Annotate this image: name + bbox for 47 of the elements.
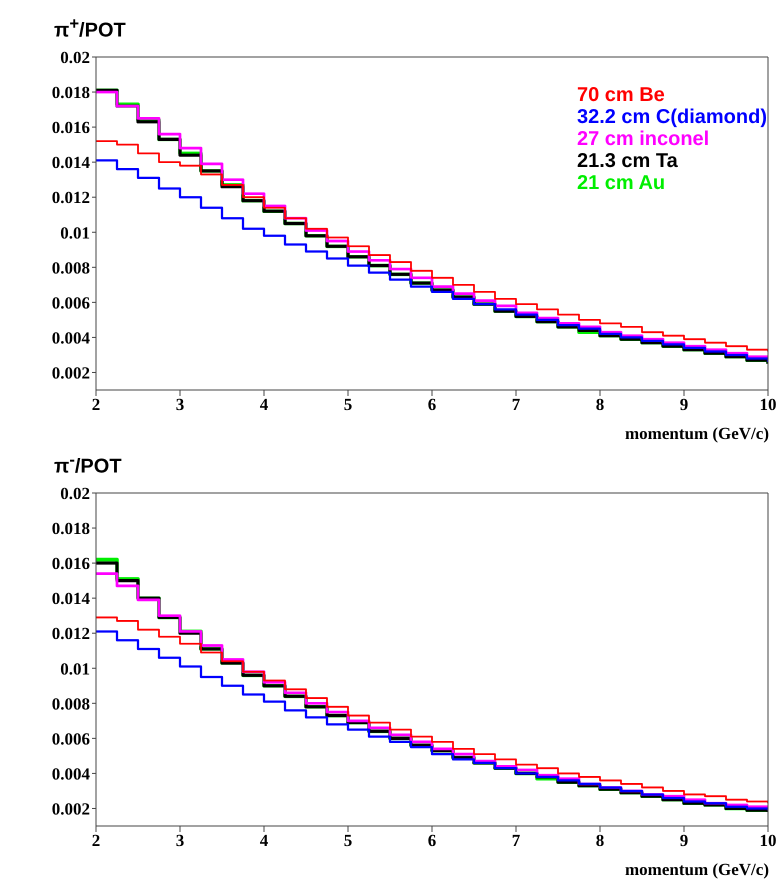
x-tick-label: 5 (344, 395, 352, 414)
x-tick-label: 4 (260, 395, 269, 414)
x-tick-label: 9 (680, 831, 688, 850)
x-tick-label: 8 (596, 831, 604, 850)
y-tick-label: 0.02 (60, 484, 90, 504)
y-tick-label: 0.018 (52, 83, 90, 102)
y-tick-label: 0.01 (60, 223, 90, 242)
text: 70 cm Be (576, 84, 666, 106)
y-tick-label: 0.014 (52, 589, 90, 608)
x-tick-label: 3 (176, 831, 184, 850)
x-tick-label: 7 (512, 831, 521, 850)
x-axis-title: momentum (GeV/c) (625, 860, 769, 880)
y-tick-label: 0.016 (52, 554, 90, 574)
y-tick-label: 0.006 (52, 293, 90, 312)
y-tick-label: 0.012 (52, 624, 90, 644)
x-tick-label: 6 (428, 831, 436, 850)
y-axis-title: π$^{+}$/POT (54, 14, 126, 43)
y-tick-label: 0.01 (60, 659, 90, 678)
x-tick-label: 10 (760, 395, 776, 414)
y-tick-label: 0.008 (52, 258, 90, 278)
y-tick-label: 0.018 (52, 519, 90, 538)
y-tick-label: 0.002 (52, 364, 90, 383)
x-tick-label: 10 (760, 831, 776, 850)
x-tick-label: 3 (176, 395, 184, 414)
x-tick-label: 4 (260, 831, 269, 850)
y-tick-label: 0.008 (52, 694, 90, 714)
x-tick-label: 7 (512, 395, 521, 414)
y-tick-label: 0.004 (52, 328, 90, 348)
y-tick-label: 0.012 (52, 188, 90, 208)
y-tick-label: 0.006 (52, 729, 90, 748)
y-axis-title: π$^{-}$/POT (54, 450, 122, 479)
x-tick-label: 5 (344, 831, 352, 850)
y-tick-label: 0.016 (52, 118, 90, 138)
x-tick-label: 8 (596, 395, 604, 414)
x-tick-label: 9 (680, 395, 688, 414)
y-tick-label: 0.002 (52, 800, 90, 819)
x-tick-label: 6 (428, 395, 436, 414)
x-tick-label: 2 (92, 395, 100, 414)
text: 27 cm inconel (576, 128, 710, 150)
y-tick-label: 0.004 (52, 764, 90, 784)
y-tick-label: 0.014 (52, 153, 90, 172)
text: 21 cm Au (576, 172, 666, 194)
x-axis-title: momentum (GeV/c) (625, 424, 769, 444)
y-tick-label: 0.02 (60, 48, 90, 68)
text: 32.2 cm C(diamond) (576, 106, 767, 128)
text: 21.3 cm Ta (576, 150, 679, 172)
x-tick-label: 2 (92, 831, 100, 850)
